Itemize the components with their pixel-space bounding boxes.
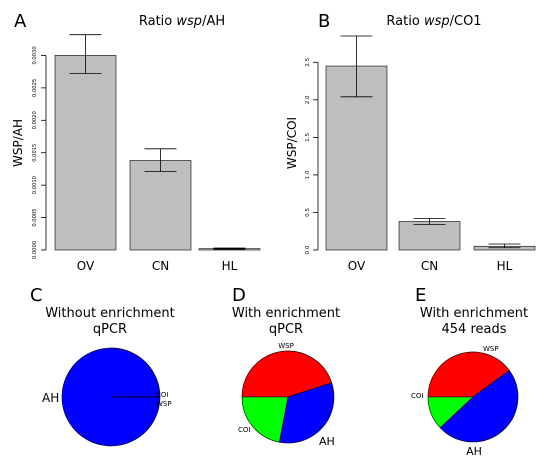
y-tick-label: 0.0010 <box>32 176 38 194</box>
chart-title-prefix: Ratio <box>139 14 177 29</box>
chart-title-italic: wsp <box>424 14 450 29</box>
y-tick-label: 2.0 <box>305 95 311 104</box>
y-tick-label: 0.0020 <box>32 111 38 129</box>
bar <box>54 55 117 251</box>
chart-title: Ratio wsp/CO1 <box>386 14 481 29</box>
y-tick-label: 0.0030 <box>32 46 38 64</box>
chart-title-suffix: /CO1 <box>450 14 482 29</box>
pie-slice-wsp <box>427 351 510 398</box>
pie-label-wsp: WSP <box>278 342 294 350</box>
chart-title: Ratio wsp/AH <box>139 14 225 29</box>
pie-label-coi: COI <box>156 391 168 399</box>
pie-title-line1: Without enrichment <box>45 306 175 321</box>
pie-title-line1: With enrichment <box>232 306 340 321</box>
panel-letter: A <box>14 11 27 32</box>
y-tick-label: 0.0000 <box>32 241 38 259</box>
pie-slice-coi <box>427 396 474 429</box>
panel-letter: C <box>30 285 43 306</box>
pie-title-line1: With enrichment <box>420 306 528 321</box>
bar <box>129 160 192 251</box>
bar-panel-a: A Ratio wsp/AH WSP/AH 0.0000 0.0005 0.0010 0.0… <box>11 11 261 273</box>
chart-title-italic: wsp <box>176 14 202 29</box>
pie-title-line2: qPCR <box>269 322 303 337</box>
pie-label-wsp: WSP <box>483 345 499 353</box>
panel-letter: E <box>415 285 426 306</box>
panel-letter: B <box>318 11 330 32</box>
y-tick-label: 0.0015 <box>32 144 38 162</box>
category-label: CN <box>152 259 169 273</box>
pie-label-wsp: WSP <box>156 400 172 408</box>
pie-slice-ah <box>439 370 519 443</box>
panel-letter: D <box>232 285 246 306</box>
pie-label-ah: AH <box>466 445 482 458</box>
chart-title-prefix: Ratio <box>386 14 424 29</box>
pie-title-line2: 454 reads <box>442 322 507 337</box>
category-label: OV <box>348 259 366 273</box>
y-tick-label: 0.5 <box>305 208 311 217</box>
y-axis-label: WSP/AH <box>11 119 25 167</box>
pie-label-coi: COI <box>238 426 250 434</box>
pie-slice-coi <box>241 396 289 443</box>
category-label: HL <box>497 259 513 273</box>
y-tick-label: 0.0 <box>305 245 311 254</box>
category-label: HL <box>222 259 238 273</box>
pie-slice-ah <box>279 382 335 444</box>
y-tick-label: 1.0 <box>305 170 311 179</box>
y-tick-label: 0.0005 <box>32 208 38 226</box>
category-label: OV <box>77 259 95 273</box>
pie-label-coi: COI <box>411 392 423 400</box>
pie-title-line2: qPCR <box>93 322 127 337</box>
pie-label-ah: AH <box>42 391 59 405</box>
y-axis-label: WSP/COI <box>285 117 299 169</box>
y-tick-label: 0.0025 <box>32 79 38 97</box>
bar-panel-b: B Ratio wsp/CO1 WSP/COI 0.0 0.5 1.0 1.5 2.0 2.5 O… <box>285 11 536 273</box>
category-label: CN <box>421 259 438 273</box>
y-tick-label: 1.5 <box>305 132 311 141</box>
chart-title-suffix: /AH <box>202 14 225 29</box>
pie-slice-wsp <box>241 350 333 398</box>
y-tick-label: 2.5 <box>305 57 311 66</box>
pie-label-ah: AH <box>319 435 335 448</box>
bar <box>398 221 461 251</box>
